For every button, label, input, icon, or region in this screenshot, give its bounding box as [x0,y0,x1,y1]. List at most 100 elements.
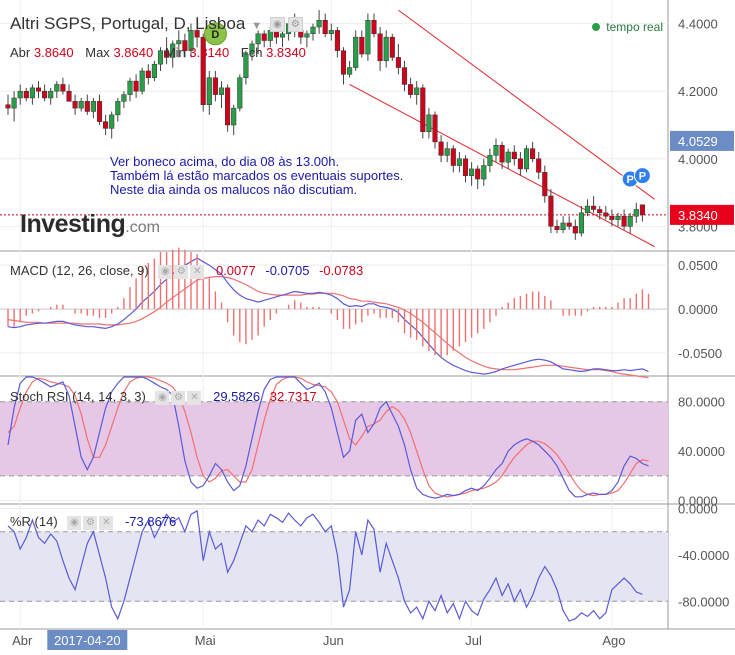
open-label: Abr [10,45,31,60]
candle-body [72,101,78,109]
chart-title: Altri SGPS, Portugal, D, Lisboa ▼ ◉ ⚙ [10,14,303,34]
candle-body [414,87,420,95]
candle-body [334,30,340,51]
event-marker-label: P [627,174,634,186]
wr-tick-label: -40.0000 [678,548,729,563]
candle-body [212,77,218,95]
visibility-toggle-icon[interactable]: ◉ [158,264,173,279]
candle-body [462,158,469,176]
candle-body [627,215,633,227]
visibility-toggle-icon[interactable]: ◉ [67,515,82,530]
event-marker-label: D [211,29,219,41]
logo-main: Investing [20,210,126,238]
candle-body [164,50,170,58]
low-label: Min [164,45,186,60]
candle-body [426,114,432,133]
visibility-toggle-icon[interactable]: ◉ [269,17,285,33]
reference-price-label: 4.0529 [678,134,718,149]
close-x-icon[interactable]: ✕ [99,515,114,530]
wr-tick-label: 0.0000 [678,501,718,516]
candle-body [542,172,548,197]
candle-body [35,87,42,92]
macd-signal-value: -0.0783 [319,263,364,278]
candle-body [536,158,542,173]
x-tick-label: Mai [195,633,216,648]
candle-body [340,50,347,75]
candle-body [511,151,517,160]
candle-body [371,20,377,35]
annotation-text: Ver boneco acima, do dia 08 às 13.00h. T… [110,155,403,197]
candle-body [261,33,267,41]
candle-body [54,84,60,92]
candle-body [597,209,603,214]
candle-body [584,205,591,214]
wr-legend: %R (14) ◉ ⚙ ✕ -73.8676 [10,514,182,530]
candle-body [450,148,456,166]
annotation-line: Também lá estão marcados os eventuais su… [110,168,404,183]
wr-value: -73.8676 [124,514,177,529]
realtime-label: tempo real [606,20,663,34]
candle-body [401,67,408,85]
chart-markers: D P P [203,22,651,188]
settings-gear-icon[interactable]: ⚙ [171,390,186,405]
low-value: 3.8140 [189,45,230,60]
candle-body [432,114,438,143]
dropdown-caret-icon[interactable]: ▼ [251,20,263,32]
open-value: 3.8640 [33,45,74,60]
candle-body [218,87,225,95]
close-value: 3.8340 [266,45,306,60]
candle-body [469,168,475,176]
high-label: Max [85,45,110,60]
candle-body [591,205,597,210]
candle-body [42,90,48,99]
chart-title-text: Altri SGPS, Portugal, D, Lisboa [10,14,246,33]
candle-body [353,36,359,68]
visibility-toggle-icon[interactable]: ◉ [155,390,170,405]
close-x-icon[interactable]: ✕ [190,264,205,279]
x-tick-label: Jun [323,633,344,648]
candle-body [523,148,530,170]
close-x-icon[interactable]: ✕ [187,390,202,405]
candle-body [389,36,395,58]
candle-body [96,101,103,122]
cursor-date-label: 2017-04-20 [54,633,121,648]
y-axis-labels: 4.40004.20004.00003.80000.05000.0000-0.0… [678,17,729,610]
candle-body [11,97,17,109]
candle-body [456,158,462,166]
event-marker-p [633,167,651,185]
settings-gear-icon[interactable]: ⚙ [83,515,98,530]
settings-gear-icon[interactable]: ⚙ [174,264,189,279]
candle-body [48,90,54,99]
candle-body [572,226,578,234]
candle-body [304,33,310,38]
investing-logo: Investing.com [20,210,160,239]
candle-body [347,67,353,75]
candle-body [84,101,90,112]
stoch-tick-label: 0.0000 [678,494,718,509]
realtime-indicator: tempo real [592,20,663,34]
candle-body [621,215,627,227]
candle-body [505,151,511,163]
macd-hist-value: 0.0077 [215,263,256,278]
channel-upper-line [398,9,655,200]
stoch-band [0,401,668,476]
candle-body [615,215,621,220]
settings-gear-icon[interactable]: ⚙ [287,17,303,33]
candle-body [560,222,566,230]
x-tick-label: Jul [465,633,482,648]
candle-body [517,158,523,170]
price-candles [5,10,645,240]
candle-body [109,114,115,129]
candle-body [121,94,127,102]
candle-body [23,90,29,99]
candle-body [499,145,505,163]
candle-body [182,40,188,51]
candle-body [5,104,11,109]
stoch-tick-label: 80.0000 [678,395,725,410]
logo-suffix: .com [125,219,160,236]
candle-body [578,212,584,234]
candle-body [243,53,249,78]
price-tick-label: 4.4000 [678,17,718,32]
annotation-line: Ver boneco acima, do dia 08 às 13.00h. [110,154,340,169]
price-tick-label: 4.0000 [678,152,718,167]
